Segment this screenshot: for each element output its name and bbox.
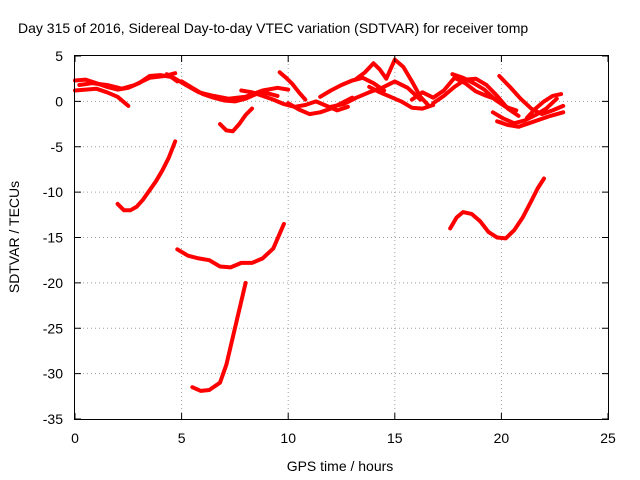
y-tick-label: 5 bbox=[55, 48, 63, 64]
series-line-19 bbox=[497, 74, 566, 117]
series-line-8 bbox=[277, 70, 308, 102]
series-line-24 bbox=[448, 176, 546, 241]
series-line-20 bbox=[525, 92, 564, 120]
series-line-23 bbox=[190, 280, 248, 393]
series-line-21 bbox=[115, 139, 178, 213]
series-line-6 bbox=[218, 106, 254, 134]
series-line-17 bbox=[490, 96, 559, 126]
series-line-13 bbox=[328, 79, 423, 109]
y-tick-label: -5 bbox=[51, 139, 64, 155]
y-tick-label: 0 bbox=[55, 93, 63, 109]
x-axis-label: GPS time / hours bbox=[287, 458, 394, 474]
series-line-11 bbox=[354, 57, 431, 108]
y-tick-label: -35 bbox=[43, 411, 63, 427]
y-tick-label: -20 bbox=[43, 275, 63, 291]
y-tick-label: -10 bbox=[43, 184, 63, 200]
series-line-3 bbox=[77, 71, 178, 91]
x-tick-label: 25 bbox=[600, 430, 616, 446]
plot-frame bbox=[74, 55, 609, 420]
series-line-22 bbox=[175, 221, 286, 270]
series-layer bbox=[73, 57, 566, 393]
series-line-12 bbox=[367, 84, 436, 111]
y-axis-label: SDTVAR / TECUs bbox=[6, 181, 22, 293]
series-line-16 bbox=[450, 72, 519, 113]
chart-title: Day 315 of 2016, Sidereal Day-to-day VTE… bbox=[18, 20, 528, 36]
y-tick-label: -25 bbox=[43, 320, 63, 336]
y-tick-label: -30 bbox=[43, 366, 63, 382]
x-tick-label: 10 bbox=[280, 430, 296, 446]
series-line-2 bbox=[73, 86, 131, 108]
series-line-14 bbox=[409, 75, 500, 102]
x-tick-label: 5 bbox=[178, 430, 186, 446]
series-line-18 bbox=[495, 110, 566, 129]
y-tick-label: -15 bbox=[43, 230, 63, 246]
x-tick-label: 20 bbox=[494, 430, 510, 446]
series-line-10 bbox=[318, 75, 387, 99]
axis-ticks: 0 5 10 15 20 25 5 0 -5 -10 -15 -20 -25 -30 -35 bbox=[43, 48, 616, 446]
x-tick-label: 15 bbox=[387, 430, 403, 446]
x-tick-label: 0 bbox=[71, 430, 79, 446]
